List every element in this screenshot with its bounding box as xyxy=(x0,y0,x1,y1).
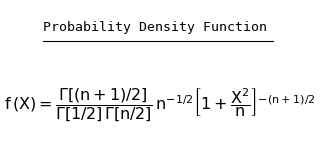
Text: Probability Density Function: Probability Density Function xyxy=(43,21,267,34)
Text: $\mathrm{f}\,(\mathrm{X}) = \dfrac{\Gamma\left[(\mathrm{n}+1)/2\right]}{\Gamma[1: $\mathrm{f}\,(\mathrm{X}) = \dfrac{\Gamm… xyxy=(4,86,316,124)
